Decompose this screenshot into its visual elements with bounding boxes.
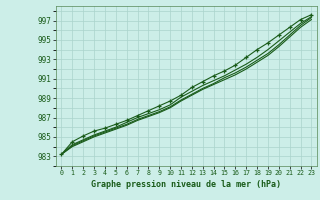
X-axis label: Graphe pression niveau de la mer (hPa): Graphe pression niveau de la mer (hPa)	[92, 180, 281, 189]
